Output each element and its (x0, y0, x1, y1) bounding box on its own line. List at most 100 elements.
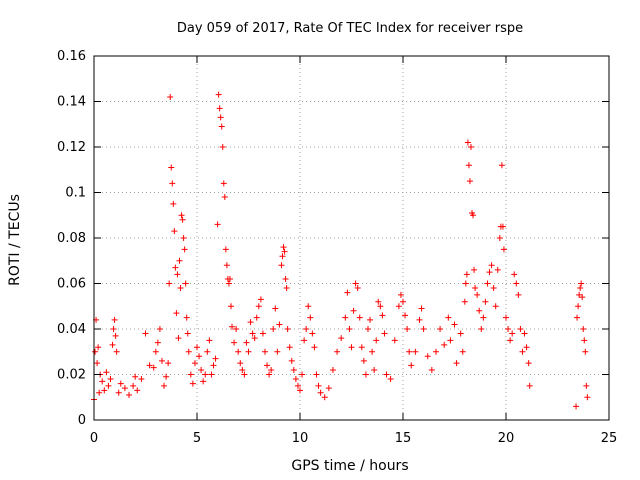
data-point (447, 337, 454, 344)
data-point (161, 382, 168, 389)
data-point (418, 305, 425, 312)
data-point (278, 262, 285, 269)
data-point (173, 310, 180, 317)
y-tick-label: 0.16 (57, 49, 86, 64)
data-point (163, 373, 170, 380)
data-point (297, 387, 303, 394)
data-point (154, 339, 161, 346)
data-point (99, 378, 106, 385)
data-point (496, 235, 503, 241)
data-point (360, 357, 367, 364)
data-point (216, 105, 223, 112)
data-point (142, 330, 149, 337)
data-point (105, 382, 112, 389)
data-point (513, 280, 520, 287)
y-tick-label: 0.12 (57, 140, 86, 155)
data-point (196, 353, 203, 360)
data-point (356, 314, 363, 321)
data-point (583, 382, 590, 389)
data-points (91, 91, 591, 410)
data-point (462, 280, 469, 287)
data-point (299, 371, 306, 378)
data-point (175, 335, 182, 342)
data-point (121, 385, 128, 392)
data-point (109, 341, 116, 348)
data-point (500, 246, 507, 253)
data-point (467, 144, 474, 150)
data-point (346, 326, 353, 332)
data-point (334, 348, 341, 355)
data-point (329, 366, 336, 373)
data-point (408, 362, 415, 369)
data-point (474, 291, 481, 298)
data-point (215, 91, 222, 98)
x-tick-label: 0 (90, 431, 98, 446)
data-point (179, 216, 186, 223)
data-point (311, 344, 318, 351)
y-tick-label: 0.06 (57, 277, 86, 292)
data-point (503, 314, 509, 321)
data-point (243, 339, 250, 346)
data-point (92, 348, 99, 355)
data-point (402, 312, 409, 319)
data-point (239, 366, 246, 373)
data-point (517, 326, 524, 332)
data-point (268, 366, 275, 373)
data-point (259, 330, 266, 337)
data-point (113, 348, 120, 355)
data-point (146, 362, 153, 369)
data-point (96, 389, 103, 396)
data-point (150, 364, 157, 371)
data-point (375, 298, 382, 305)
data-point (284, 326, 291, 332)
y-tick-label: 0.04 (57, 322, 86, 337)
data-point (223, 262, 230, 269)
data-point (494, 266, 501, 273)
data-point (428, 366, 435, 373)
data-point (292, 376, 299, 383)
data-point (490, 285, 497, 292)
data-point (582, 348, 589, 355)
data-point (202, 371, 209, 378)
x-tick-label: 10 (292, 431, 309, 446)
data-point (286, 344, 293, 351)
data-point (177, 285, 184, 292)
data-point (126, 391, 133, 398)
data-point (509, 330, 516, 337)
data-point (280, 244, 287, 251)
data-point (486, 269, 493, 276)
data-point (478, 326, 485, 332)
data-point (206, 337, 213, 344)
data-point (354, 285, 361, 292)
data-point (181, 246, 188, 253)
data-point (348, 344, 355, 351)
data-point (463, 271, 470, 278)
data-point (303, 326, 310, 332)
y-tick-label: 0 (78, 413, 86, 428)
data-point (364, 326, 371, 332)
data-point (110, 326, 117, 332)
gridlines (94, 56, 609, 420)
data-point (233, 326, 240, 332)
data-point (416, 316, 423, 323)
data-point (253, 314, 260, 321)
data-point (101, 387, 108, 394)
data-point (257, 296, 264, 303)
data-point (381, 330, 388, 337)
data-point (168, 164, 175, 171)
data-point (466, 178, 473, 185)
data-point (307, 314, 314, 321)
data-point (441, 341, 448, 348)
data-point (191, 360, 198, 367)
data-point (117, 380, 124, 387)
data-point (313, 371, 320, 378)
data-point (226, 275, 233, 282)
plot-frame (93, 55, 610, 421)
data-point (180, 235, 187, 241)
data-point (272, 305, 279, 312)
x-tick-label: 5 (193, 431, 201, 446)
data-point (367, 316, 374, 323)
data-point (274, 348, 281, 355)
data-point (235, 348, 242, 355)
data-point (290, 366, 297, 373)
